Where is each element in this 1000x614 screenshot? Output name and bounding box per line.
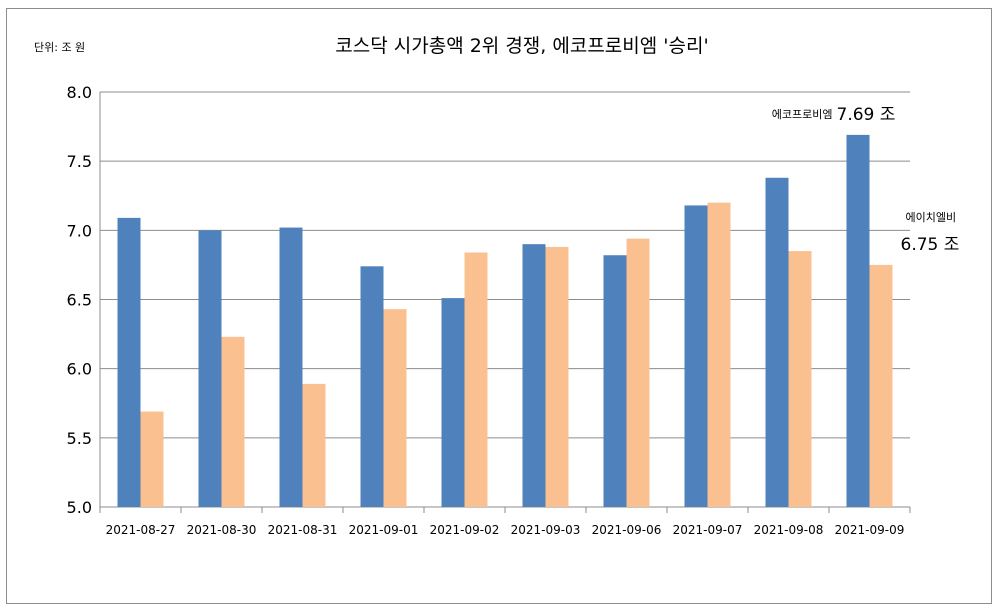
x-tick-label: 2021-08-27 (106, 523, 176, 537)
unit-label: 단위: 조 원 (34, 41, 85, 54)
x-tick-label: 2021-09-07 (673, 523, 743, 537)
chart-frame (6, 8, 992, 604)
bar-series1 (198, 230, 222, 508)
x-axis-ticks: 2021-08-27 2021-08-30 2021-08-31 2021-09-01… (106, 523, 905, 537)
x-tick-label: 2021-09-01 (349, 523, 419, 537)
y-tick-label: 8.0 (67, 83, 92, 102)
y-tick-label: 5.5 (67, 429, 92, 448)
y-axis-ticks: 5.0 5.5 6.0 6.5 7.0 7.5 8.0 (67, 83, 92, 517)
x-tick-label: 2021-08-30 (187, 523, 257, 537)
bar-series2 (221, 336, 245, 507)
bar-series2 (869, 264, 893, 507)
x-tick-label: 2021-09-08 (754, 523, 824, 537)
bar-series2 (545, 246, 569, 507)
bar-series2 (464, 252, 488, 507)
bar-series1 (684, 205, 708, 507)
bar-series2 (788, 251, 812, 507)
bar-series2 (140, 411, 164, 507)
bars (117, 134, 893, 508)
x-tick-label: 2021-09-03 (511, 523, 581, 537)
bar-series1 (603, 255, 627, 507)
x-tick-label: 2021-09-06 (592, 523, 662, 537)
annotation-name: 에코프로비엠 (772, 108, 833, 121)
x-tick-label: 2021-08-31 (268, 523, 338, 537)
bar-series2 (707, 202, 731, 507)
bar-series2 (302, 383, 326, 507)
bar-series1 (441, 298, 465, 507)
y-tick-label: 6.0 (67, 360, 92, 379)
y-tick-label: 5.0 (67, 498, 92, 517)
bar-series1 (279, 227, 303, 508)
bar-series1 (846, 134, 870, 507)
y-tick-label: 7.0 (67, 221, 92, 240)
bar-series1 (765, 177, 789, 507)
x-tick-label: 2021-09-02 (430, 523, 500, 537)
annotation-value: 7.69 조 (837, 105, 896, 125)
bar-series2 (383, 309, 407, 507)
bar-series1 (522, 244, 546, 507)
annotation-value: 6.75 조 (901, 235, 960, 255)
bar-series2 (626, 238, 650, 507)
chart-title: 코스닥 시가총액 2위 경쟁, 에코프로비엠 '승리' (335, 35, 708, 57)
annotation-name: 에이치엘비 (906, 211, 957, 224)
y-tick-label: 6.5 (67, 291, 92, 310)
bar-series1 (360, 266, 384, 507)
y-tick-label: 7.5 (67, 152, 92, 171)
bar-series1 (117, 217, 141, 507)
x-tick-label: 2021-09-09 (835, 523, 905, 537)
